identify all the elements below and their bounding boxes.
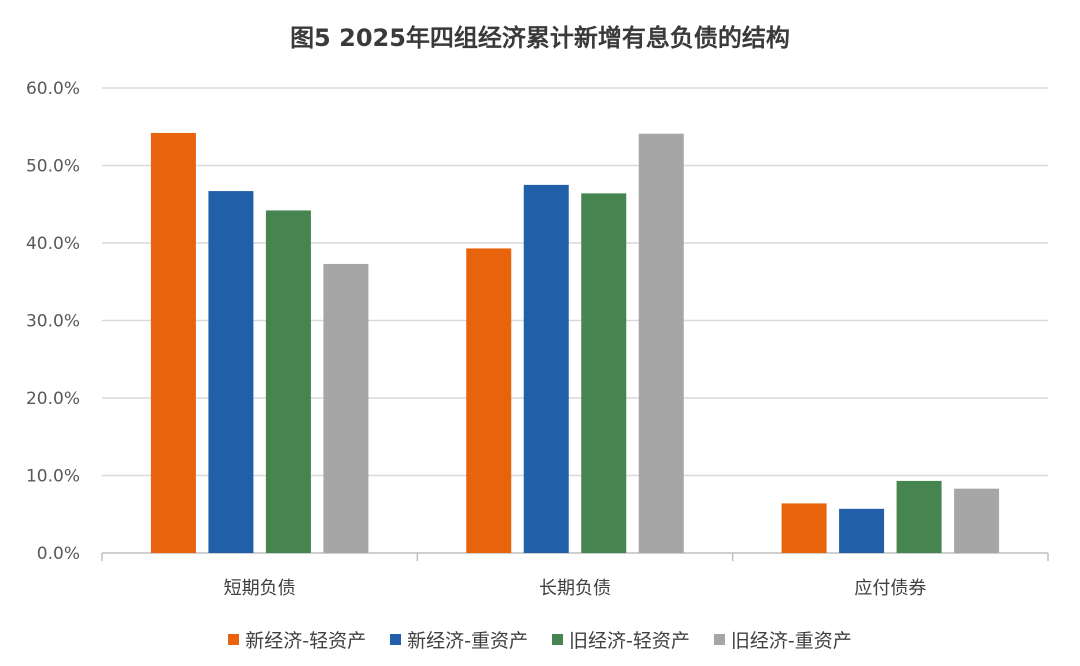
legend-swatch [552,634,563,645]
legend-item-0: 新经济-轻资产 [228,626,366,653]
y-tick-label: 30.0% [26,312,80,332]
x-category-label: 长期负债 [539,578,611,599]
bar [954,488,1000,553]
legend-item-3: 旧经济-重资产 [713,626,852,653]
y-tick-label: 40.0% [26,234,80,254]
bar [523,184,569,553]
legend-item-2: 旧经济-轻资产 [552,626,690,653]
legend-label: 旧经济-重资产 [730,630,852,652]
legend-item-1: 新经济-重资产 [390,626,528,653]
y-tick-label: 0.0% [37,544,80,564]
bar [208,191,254,553]
bar [896,480,942,553]
bar [781,503,827,553]
bar [638,133,684,553]
legend-swatch [390,634,402,645]
bar [150,132,196,553]
bar [323,263,369,553]
legend: 新经济-轻资产 新经济-重资产 旧经济-轻资产 旧经济-重资产 [0,626,1080,653]
y-tick-label: 10.0% [26,467,80,487]
bar [839,508,885,553]
y-tick-label: 60.0% [26,79,80,99]
legend-label: 新经济-轻资产 [245,630,367,652]
legend-swatch [228,634,240,645]
legend-label: 旧经济-轻资产 [569,630,690,652]
y-tick-label: 50.0% [26,157,80,177]
chart-title: 图5 2025年四组经济累计新增有息负债的结构 [290,24,790,52]
bar [265,210,311,553]
legend-label: 新经济-重资产 [407,630,528,652]
legend-swatch [713,634,725,645]
bar [466,248,512,554]
x-category-label: 应付债券 [854,578,926,599]
y-tick-label: 20.0% [26,389,80,409]
x-category-label: 短期负债 [224,578,296,599]
bar [581,193,627,553]
bar-chart: 0.0% 10.0% 20.0% 30.0% 40.0% 50.0% 60.0% 短期负债 长期… [26,79,1049,599]
